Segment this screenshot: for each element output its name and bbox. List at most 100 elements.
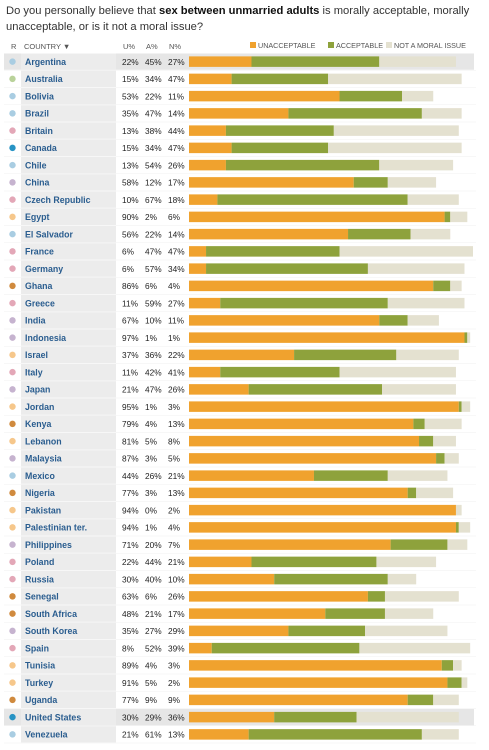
country-label-philippines[interactable]: Philippines: [25, 540, 72, 550]
table-row[interactable]: France 6% 47% 47%: [4, 243, 476, 261]
bar-acceptable-poland: [251, 556, 377, 568]
table-row[interactable]: Japan 21% 47% 26%: [4, 381, 476, 399]
country-label-south-korea[interactable]: South Korea: [25, 626, 77, 636]
country-label-united-states[interactable]: United States: [25, 712, 81, 722]
table-row[interactable]: Nigeria 77% 3% 13%: [4, 484, 476, 502]
table-row[interactable]: Bolivia 53% 22% 11%: [4, 88, 476, 106]
country-cell-bg: [21, 640, 116, 657]
table-row[interactable]: Israel 37% 36% 22%: [4, 346, 476, 364]
table-row[interactable]: United States 30% 29% 36%: [4, 709, 476, 727]
country-label-britain[interactable]: Britain: [25, 126, 53, 136]
table-row[interactable]: Poland 22% 44% 21%: [4, 553, 476, 571]
table-row[interactable]: Pakistan 94% 0% 2%: [4, 502, 476, 520]
country-label-japan[interactable]: Japan: [25, 385, 50, 395]
table-row[interactable]: Italy 11% 42% 41%: [4, 364, 476, 382]
bar-acceptable-canada: [231, 142, 329, 154]
table-row[interactable]: Lebanon 81% 5% 8%: [4, 433, 476, 451]
country-label-palestinian-ter[interactable]: Palestinian ter.: [25, 523, 87, 533]
country-label-israel[interactable]: Israel: [25, 350, 48, 360]
bar-unacceptable-indonesia: [189, 332, 465, 343]
table-row[interactable]: Brazil 35% 47% 14%: [4, 105, 476, 123]
table-row[interactable]: Canada 15% 34% 47%: [4, 139, 476, 157]
table-row[interactable]: Kenya 79% 4% 13%: [4, 415, 476, 433]
country-cell-bg: [21, 381, 116, 398]
table-row[interactable]: South Korea 35% 27% 29%: [4, 622, 476, 640]
country-label-nigeria[interactable]: Nigeria: [25, 488, 55, 498]
table-row[interactable]: Australia 15% 34% 47%: [4, 70, 476, 88]
country-label-uganda[interactable]: Uganda: [25, 695, 57, 705]
country-label-czech-republic[interactable]: Czech Republic: [25, 195, 91, 205]
country-label-india[interactable]: India: [25, 316, 46, 326]
country-label-poland[interactable]: Poland: [25, 557, 54, 567]
country-label-egypt[interactable]: Egypt: [25, 212, 50, 222]
country-cell-bg: [21, 329, 116, 346]
country-label-venezuela[interactable]: Venezuela: [25, 730, 68, 740]
header-u[interactable]: U%: [123, 42, 135, 51]
table-row[interactable]: Spain 8% 52% 39%: [4, 640, 476, 658]
country-label-chile[interactable]: Chile: [25, 160, 47, 170]
country-label-mexico[interactable]: Mexico: [25, 471, 55, 481]
table-row[interactable]: Mexico 44% 26% 21%: [4, 467, 476, 485]
country-label-greece[interactable]: Greece: [25, 298, 55, 308]
table-row[interactable]: Turkey 91% 5% 2%: [4, 674, 476, 692]
header-country[interactable]: COUNTRY ▼: [24, 42, 70, 51]
country-label-malaysia[interactable]: Malaysia: [25, 454, 62, 464]
region-dot: [9, 127, 16, 134]
country-label-jordan[interactable]: Jordan: [25, 402, 54, 412]
country-label-russia[interactable]: Russia: [25, 574, 54, 584]
value-unacceptable-uganda: 77%: [122, 695, 139, 705]
country-label-argentina[interactable]: Argentina: [25, 57, 66, 67]
country-label-canada[interactable]: Canada: [25, 143, 57, 153]
header-a[interactable]: A%: [146, 42, 158, 51]
country-label-senegal[interactable]: Senegal: [25, 592, 59, 602]
table-row[interactable]: Indonesia 97% 1% 1%: [4, 329, 476, 347]
value-acceptable-spain: 52%: [145, 643, 162, 653]
header-n[interactable]: N%: [169, 42, 181, 51]
country-label-kenya[interactable]: Kenya: [25, 419, 52, 429]
table-row[interactable]: Germany 6% 57% 34%: [4, 260, 476, 278]
country-label-france[interactable]: France: [25, 247, 54, 257]
table-row[interactable]: Chile 13% 54% 26%: [4, 157, 476, 175]
table-row[interactable]: India 67% 10% 11%: [4, 312, 476, 330]
country-label-china[interactable]: China: [25, 178, 50, 188]
country-label-italy[interactable]: Italy: [25, 367, 43, 377]
table-row[interactable]: El Salvador 56% 22% 14%: [4, 226, 476, 244]
table-row[interactable]: Egypt 90% 2% 6%: [4, 208, 476, 226]
country-label-lebanon[interactable]: Lebanon: [25, 436, 62, 446]
table-row[interactable]: Czech Republic 10% 67% 18%: [4, 191, 476, 209]
table-row[interactable]: Argentina 22% 45% 27%: [4, 53, 476, 71]
country-label-brazil[interactable]: Brazil: [25, 109, 49, 119]
country-label-tunisia[interactable]: Tunisia: [25, 661, 55, 671]
country-label-spain[interactable]: Spain: [25, 643, 49, 653]
table-row[interactable]: South Africa 48% 21% 17%: [4, 605, 476, 623]
table-row[interactable]: Uganda 77% 9% 9%: [4, 691, 476, 709]
table-row[interactable]: Malaysia 87% 3% 5%: [4, 450, 476, 468]
region-dot: [9, 196, 16, 203]
country-label-south-africa[interactable]: South Africa: [25, 609, 77, 619]
country-label-turkey[interactable]: Turkey: [25, 678, 53, 688]
table-row[interactable]: Senegal 63% 6% 26%: [4, 588, 476, 606]
table-row[interactable]: Greece 11% 59% 27%: [4, 295, 476, 313]
table-row[interactable]: Philippines 71% 20% 7%: [4, 536, 476, 554]
table-row[interactable]: China 58% 12% 17%: [4, 174, 476, 192]
bar-unacceptable-turkey: [189, 677, 448, 688]
country-label-germany[interactable]: Germany: [25, 264, 63, 274]
table-row[interactable]: Palestinian ter. 94% 1% 4%: [4, 519, 476, 537]
table-row[interactable]: Britain 13% 38% 44%: [4, 122, 476, 140]
country-label-bolivia[interactable]: Bolivia: [25, 91, 54, 101]
header-region[interactable]: R: [11, 42, 17, 51]
value-unacceptable-jordan: 95%: [122, 402, 139, 412]
table-row[interactable]: Ghana 86% 6% 4%: [4, 277, 476, 295]
country-cell-bg: [21, 70, 116, 87]
country-label-australia[interactable]: Australia: [25, 74, 63, 84]
table-row[interactable]: Tunisia 89% 4% 3%: [4, 657, 476, 675]
table-row[interactable]: Russia 30% 40% 10%: [4, 571, 476, 589]
country-label-ghana[interactable]: Ghana: [25, 281, 52, 291]
bar-unacceptable-australia: [189, 73, 232, 85]
table-row[interactable]: Venezuela 21% 61% 13%: [4, 726, 476, 744]
country-label-indonesia[interactable]: Indonesia: [25, 333, 66, 343]
table-row[interactable]: Jordan 95% 1% 3%: [4, 398, 476, 416]
chart-rows: Argentina 22% 45% 27% Australia 15% 34% 47% Boli…: [4, 53, 476, 744]
country-label-el-salvador[interactable]: El Salvador: [25, 229, 73, 239]
country-label-pakistan[interactable]: Pakistan: [25, 505, 61, 515]
